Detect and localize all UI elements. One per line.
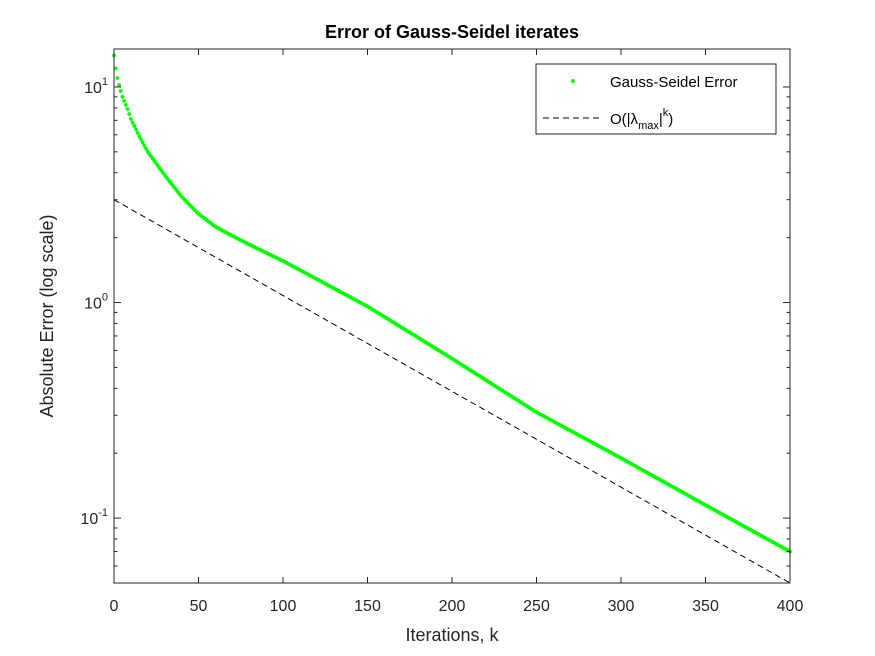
legend-bound-sub: max bbox=[638, 120, 659, 132]
legend-bound-mid: | bbox=[659, 111, 663, 128]
y-tick-base: 10 bbox=[80, 511, 98, 528]
series-layer bbox=[112, 53, 792, 584]
y-tick-label: 101 bbox=[84, 76, 108, 97]
legend-label-gauss-seidel: Gauss-Seidel Error bbox=[610, 74, 738, 91]
legend-box bbox=[535, 63, 777, 135]
legend: Gauss-Seidel Error O(|λmax|k) bbox=[535, 63, 777, 135]
data-point bbox=[144, 146, 149, 151]
plot-area bbox=[114, 49, 790, 583]
data-point bbox=[122, 98, 127, 103]
gauss-seidel-series bbox=[112, 53, 792, 554]
data-point bbox=[135, 130, 140, 135]
data-point bbox=[120, 94, 125, 99]
data-point bbox=[137, 134, 142, 139]
y-tick-label: 100 bbox=[84, 292, 108, 313]
y-axis-label: Absolute Error (log scale) bbox=[37, 214, 57, 417]
x-tick-label: 350 bbox=[692, 598, 719, 615]
x-tick-label: 300 bbox=[608, 598, 635, 615]
chart-title: Error of Gauss-Seidel iterates bbox=[325, 22, 579, 42]
x-tick-label: 200 bbox=[439, 598, 466, 615]
data-point bbox=[115, 76, 120, 80]
legend-bound-prefix: O(|λ bbox=[610, 111, 639, 128]
x-tick-label: 150 bbox=[354, 598, 381, 615]
data-point bbox=[113, 66, 118, 71]
data-point bbox=[123, 103, 128, 107]
data-point bbox=[139, 137, 143, 142]
y-tick-base: 10 bbox=[84, 80, 102, 97]
data-point bbox=[142, 143, 147, 148]
data-point bbox=[140, 140, 145, 145]
legend-bound-sup: k bbox=[663, 107, 669, 119]
data-point bbox=[129, 117, 133, 121]
x-axis-label: Iterations, k bbox=[405, 625, 499, 645]
x-tick-label: 50 bbox=[190, 598, 208, 615]
data-point bbox=[125, 107, 130, 111]
data-point bbox=[127, 112, 132, 116]
y-tick-exp: 1 bbox=[102, 76, 108, 88]
x-tick-label: 0 bbox=[110, 598, 119, 615]
x-tick-label: 250 bbox=[523, 598, 550, 615]
data-point bbox=[118, 89, 123, 93]
legend-bound-suffix: ) bbox=[668, 111, 673, 128]
y-tick-exp: -1 bbox=[98, 507, 108, 519]
x-tick-label: 100 bbox=[270, 598, 297, 615]
y-tick-label: 10-1 bbox=[80, 507, 108, 528]
y-tick-base: 10 bbox=[84, 296, 102, 313]
y-tick-exp: 0 bbox=[102, 292, 108, 304]
x-tick-label: 400 bbox=[777, 598, 804, 615]
data-point bbox=[134, 127, 138, 132]
data-point bbox=[132, 124, 137, 128]
data-point bbox=[117, 83, 121, 88]
plot-frame bbox=[113, 48, 791, 584]
legend-marker-gauss-seidel bbox=[571, 79, 575, 83]
data-point bbox=[130, 120, 135, 125]
legend-label-bound: O(|λmax|k) bbox=[610, 107, 673, 132]
